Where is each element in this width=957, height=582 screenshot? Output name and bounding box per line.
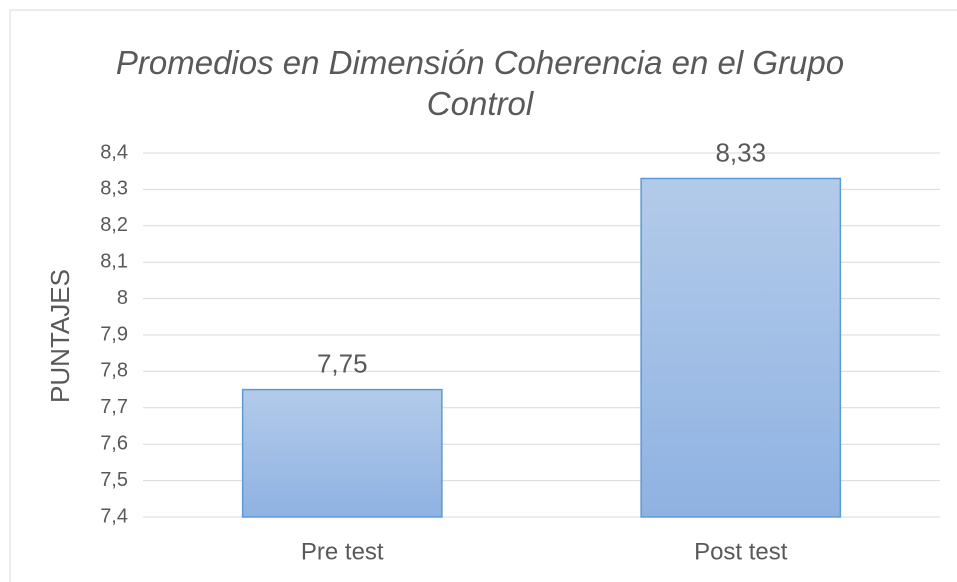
y-tick-label: 7,5 (100, 469, 128, 491)
y-tick-label: 7,9 (100, 323, 128, 345)
bar (241, 388, 443, 518)
y-tick-label: 8 (117, 287, 128, 309)
x-tick-label: Pre test (301, 538, 384, 565)
y-tick-label: 7,4 (100, 505, 128, 527)
y-axis-label: PUNTAJES (45, 269, 75, 403)
data-label: 7,75 (317, 348, 368, 378)
y-tick-label: 8,1 (100, 250, 128, 272)
data-label: 8,33 (715, 137, 766, 167)
y-tick-label: 7,8 (100, 360, 128, 382)
y-tick-label: 8,3 (100, 178, 128, 200)
chart-title: Promedios en Dimensión Coherencia en el … (115, 44, 845, 122)
y-tick-label: 7,6 (100, 432, 128, 454)
y-tick-label: 7,7 (100, 396, 128, 418)
x-tick-label: Post test (694, 538, 788, 565)
bar (640, 177, 842, 518)
y-tick-label: 8,4 (100, 141, 128, 163)
chart-frame (9, 9, 957, 582)
y-tick-label: 8,2 (100, 214, 128, 236)
